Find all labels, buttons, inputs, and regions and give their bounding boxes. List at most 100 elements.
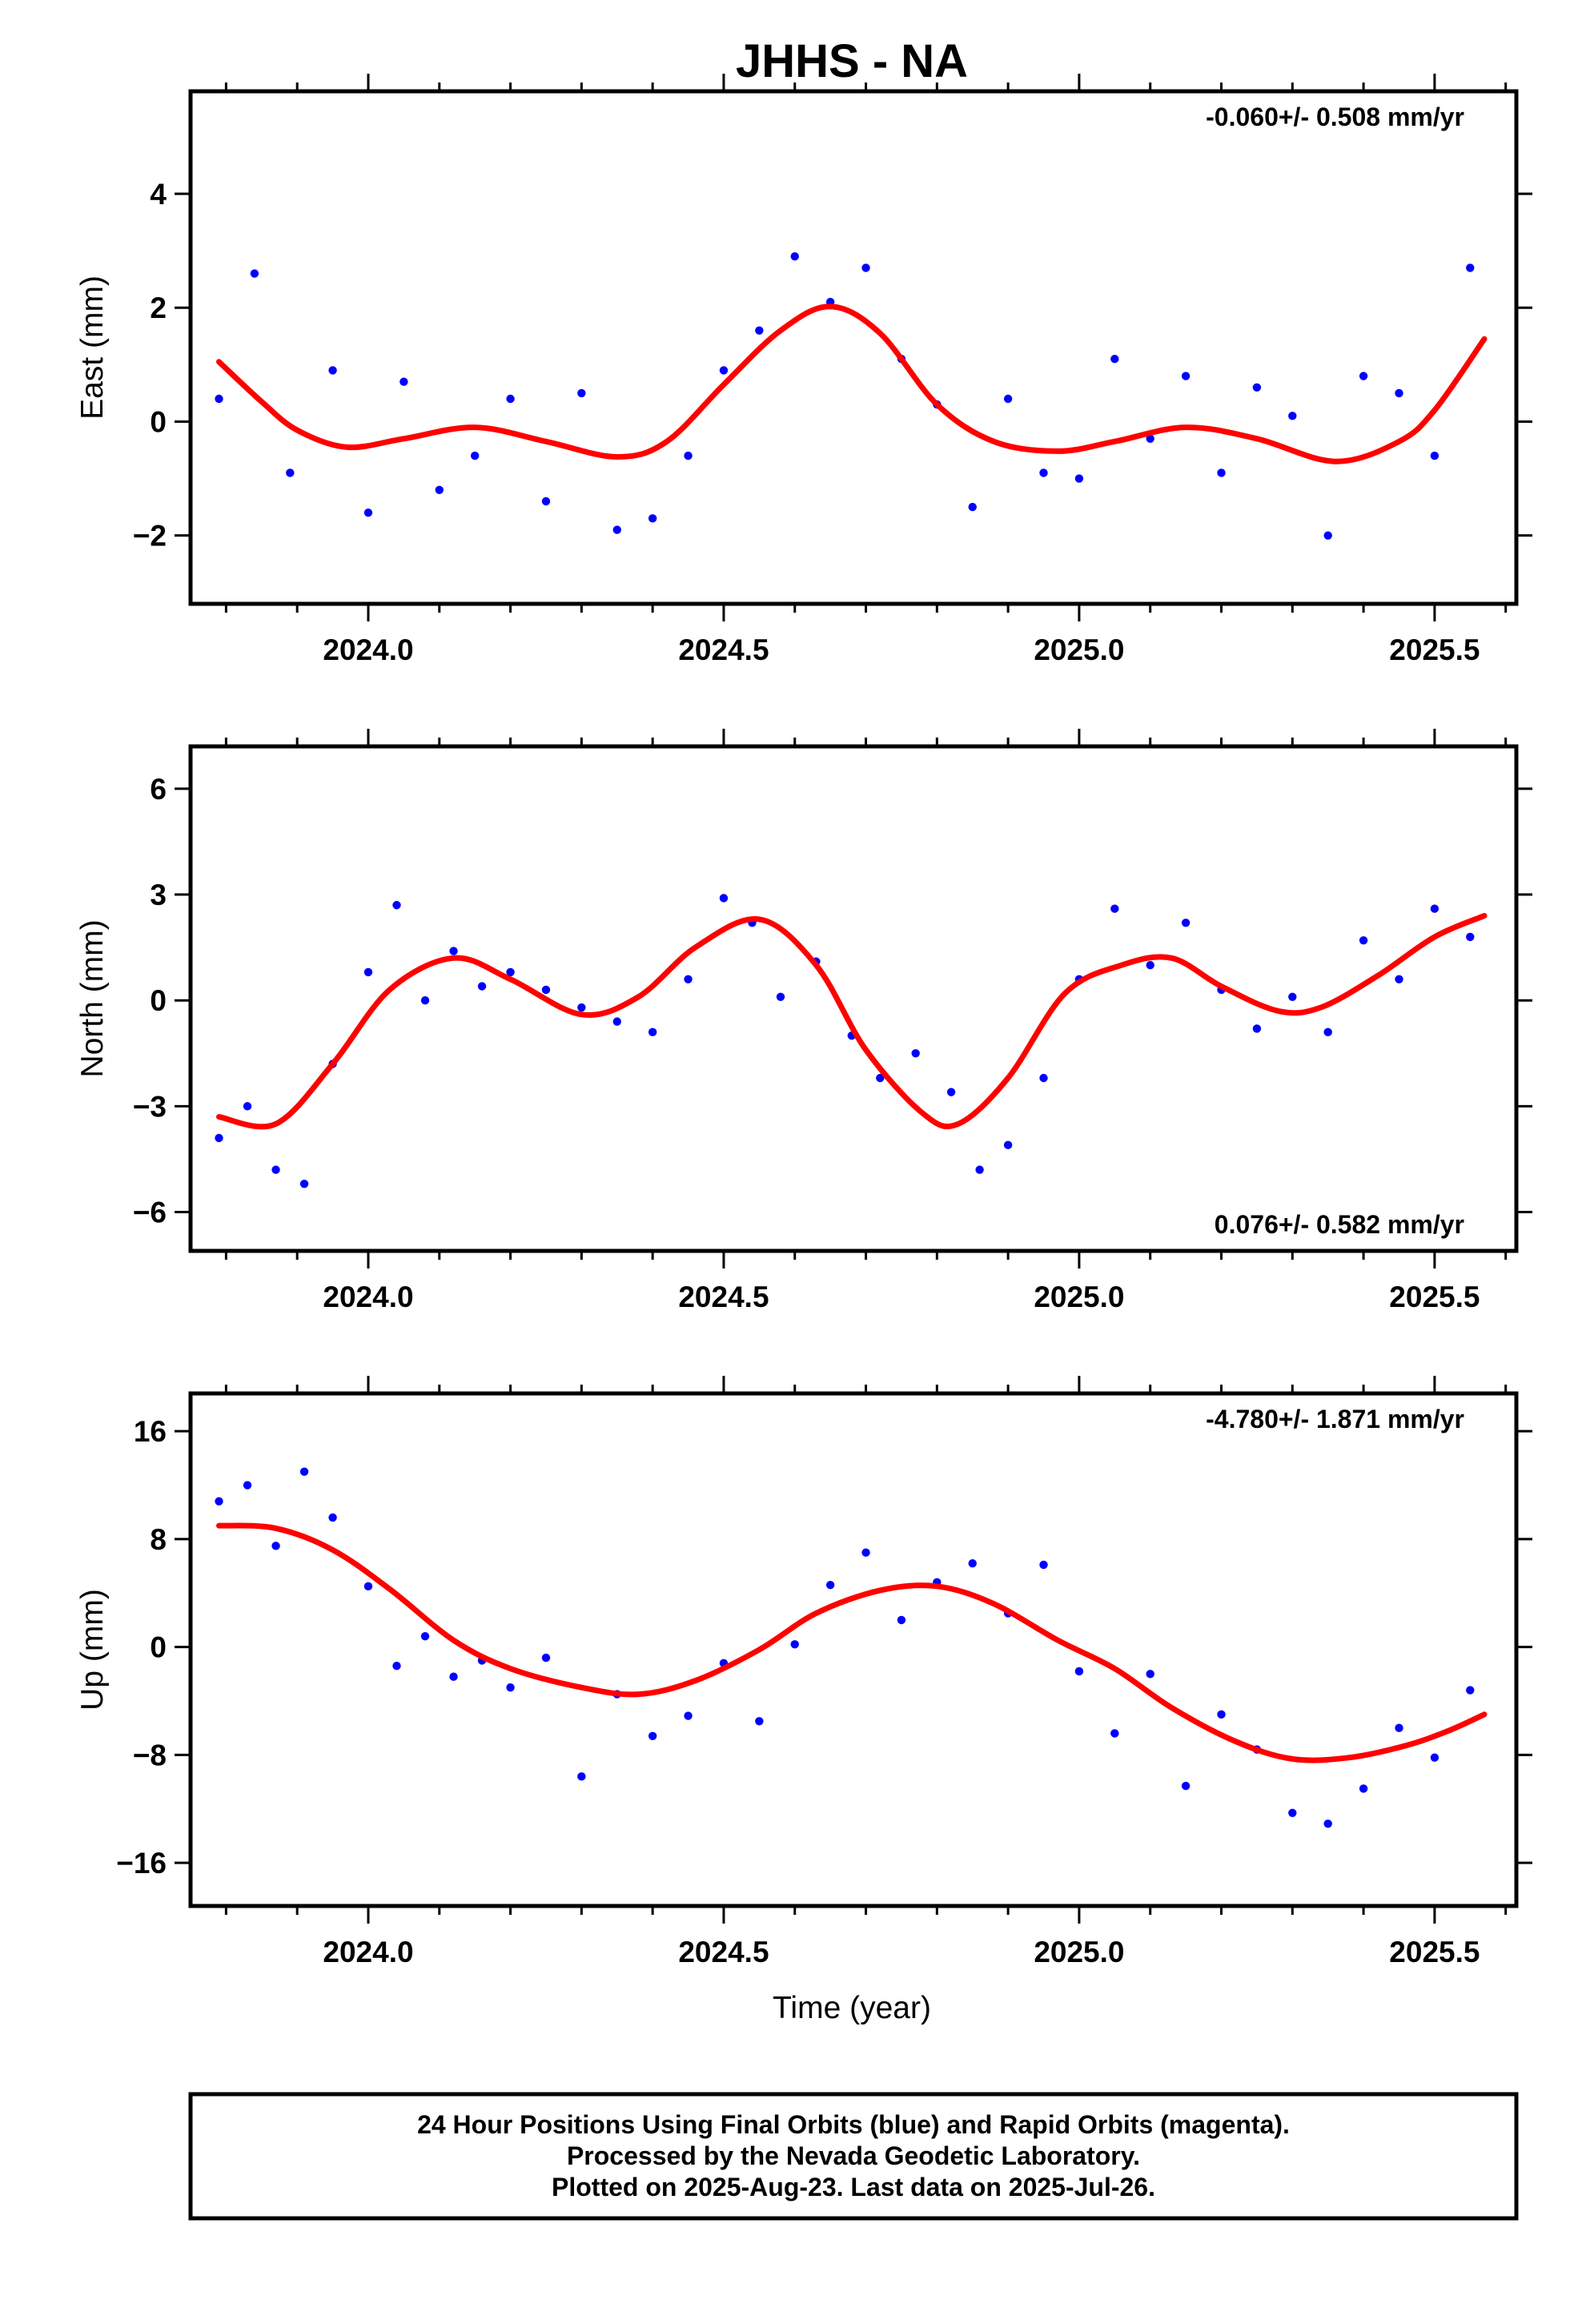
east-data-point [1395, 388, 1403, 398]
north-data-point [1181, 919, 1191, 927]
north-data-point [1252, 1024, 1262, 1033]
up-data-point [897, 1615, 906, 1625]
north-data-point [975, 1165, 984, 1174]
north-data-point [506, 967, 515, 977]
north-rate-annotation: 0.076+/- 0.582 mm/yr [1215, 1210, 1464, 1239]
north-data-point [1146, 960, 1154, 970]
east-data-point [1074, 474, 1084, 483]
up-y-tick-label: 8 [150, 1523, 167, 1556]
up-data-point [1110, 1729, 1119, 1738]
up-data-point [363, 1582, 373, 1591]
east-data-point [861, 263, 870, 272]
north-x-tick-label: 2025.5 [1389, 1281, 1480, 1313]
east-data-point [250, 269, 259, 278]
up-data-point [1217, 1710, 1226, 1719]
east-data-point [1003, 394, 1013, 404]
east-plot-frame [188, 89, 1519, 606]
north-data-point [1110, 904, 1119, 913]
north-model-fit-line [216, 913, 1488, 1130]
north-data-point [299, 1180, 309, 1188]
up-data-point [1359, 1784, 1368, 1793]
north-y-tick-label: 6 [150, 773, 167, 806]
up-x-tick-label: 2025.5 [1389, 1936, 1480, 1968]
east-data-point [719, 366, 729, 375]
east-rate-annotation: -0.060+/- 0.508 mm/yr [1206, 103, 1464, 131]
north-y-tick-label: −6 [133, 1196, 167, 1229]
north-data-point [1466, 932, 1475, 942]
up-data-point [271, 1542, 280, 1550]
east-y-tick-label: 2 [150, 292, 167, 324]
north-data-point [1323, 1027, 1332, 1037]
north-x-tick-label: 2024.5 [678, 1281, 769, 1313]
up-data-point [1181, 1781, 1191, 1791]
x-axis-label: Time (year) [773, 1991, 931, 2025]
east-x-tick-label: 2024.5 [678, 633, 769, 666]
up-data-point [790, 1640, 799, 1649]
footer-line-2: Processed by the Nevada Geodetic Laborat… [567, 2141, 1140, 2170]
north-plot-frame [188, 744, 1519, 1253]
east-x-tick-label: 2025.0 [1034, 633, 1124, 666]
east-data-point [648, 514, 657, 523]
up-data-point [1430, 1753, 1439, 1762]
east-data-point [541, 497, 551, 506]
north-data-point [911, 1049, 920, 1058]
east-data-point [286, 468, 295, 477]
north-y-tick-label: −3 [133, 1090, 167, 1123]
east-data-point [755, 326, 764, 335]
north-data-point [776, 992, 785, 1001]
north-data-point [946, 1088, 956, 1096]
north-y-tick-label: 0 [150, 984, 167, 1017]
footer-frame [188, 2092, 1519, 2221]
east-data-point [435, 485, 444, 494]
up-data-point [1323, 1819, 1332, 1828]
north-data-point [477, 982, 487, 991]
up-data-point [215, 1497, 223, 1506]
up-points [215, 1467, 1475, 1828]
east-data-point [1323, 531, 1332, 540]
north-data-point [1039, 1073, 1048, 1083]
up-data-point [968, 1559, 977, 1568]
east-data-point [1359, 372, 1368, 380]
east-data-point [1110, 355, 1119, 364]
up-data-point [755, 1717, 764, 1726]
footer-line-1: 24 Hour Positions Using Final Orbits (bl… [417, 2110, 1290, 2139]
east-data-point [1466, 263, 1475, 272]
north-y-axis-label: North (mm) [75, 919, 110, 1077]
up-rate-annotation: -4.780+/- 1.871 mm/yr [1206, 1405, 1464, 1433]
up-data-point [1039, 1560, 1048, 1570]
east-y-tick-label: −2 [133, 520, 167, 553]
north-data-point [215, 1133, 223, 1143]
east-data-point [470, 451, 480, 460]
up-y-tick-label: −16 [116, 1847, 167, 1880]
east-data-point [215, 394, 223, 404]
up-data-point [506, 1683, 515, 1692]
panel-north: 2024.0 2024.5 2025.0 2025.5 −6 −3 0 3 6 North (mm… [75, 729, 1532, 1313]
east-data-point [968, 502, 977, 512]
up-data-point [299, 1467, 309, 1476]
east-data-point [1181, 372, 1191, 380]
east-x-tick-label: 2024.0 [323, 633, 413, 666]
east-data-point [1217, 468, 1226, 477]
east-data-point [684, 451, 693, 460]
east-data-point [790, 252, 799, 261]
up-x-tick-label: 2025.0 [1034, 1936, 1124, 1968]
north-data-point [392, 901, 401, 910]
footer-line-3: Plotted on 2025-Aug-23. Last data on 202… [552, 2173, 1155, 2201]
panel-up: 2024.0 2024.5 2025.0 2025.5 −16 −8 0 8 16 Up (mm)… [75, 1376, 1532, 1968]
up-data-point [1288, 1808, 1297, 1817]
up-y-tick-label: −8 [133, 1739, 167, 1771]
up-data-point [648, 1731, 657, 1740]
up-data-point [1395, 1723, 1403, 1732]
east-data-point [1252, 383, 1262, 392]
up-data-point [1146, 1670, 1154, 1679]
up-y-tick-label: 16 [134, 1415, 167, 1448]
up-data-point [449, 1672, 458, 1681]
east-points [215, 252, 1475, 540]
east-data-point [577, 388, 586, 398]
east-y-tick-label: 4 [150, 178, 167, 211]
up-data-point [1074, 1667, 1084, 1676]
north-data-point [577, 1003, 586, 1012]
figure-title: JHHS - NA [736, 35, 968, 87]
east-data-point [363, 509, 373, 517]
